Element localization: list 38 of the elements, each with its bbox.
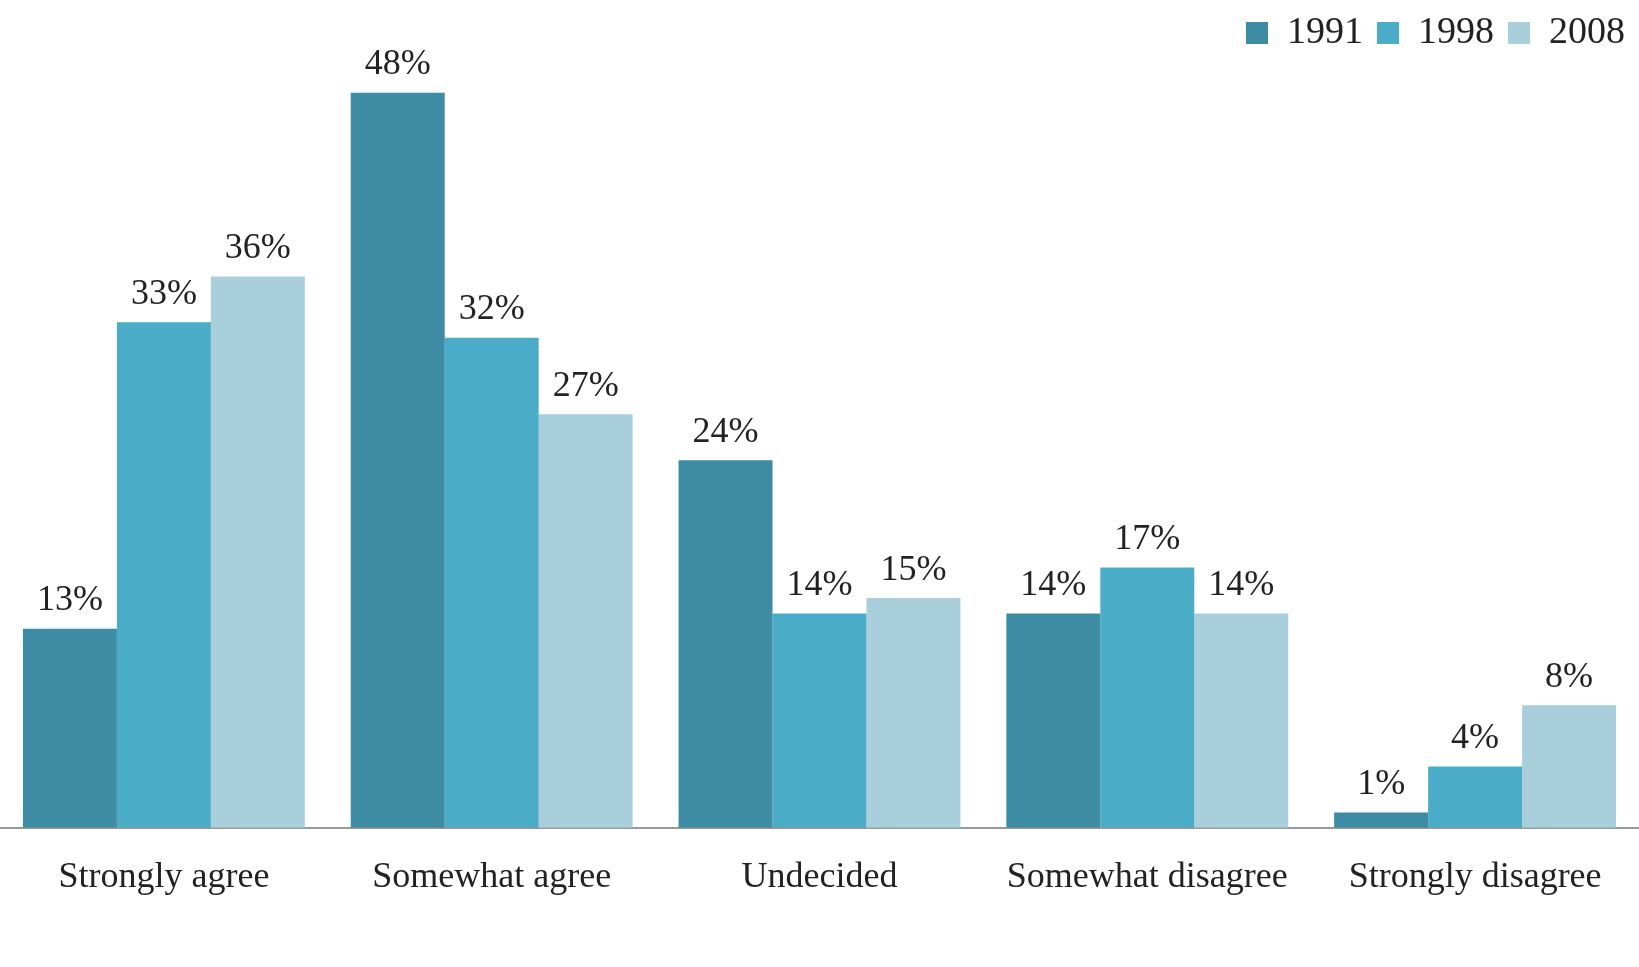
data-label: 14% xyxy=(1208,562,1275,603)
bar xyxy=(1100,567,1195,828)
bar xyxy=(444,337,539,828)
data-label: 32% xyxy=(458,287,525,328)
bar xyxy=(22,628,117,828)
data-label: 48% xyxy=(364,42,431,83)
bar xyxy=(1006,613,1101,828)
bar xyxy=(210,276,305,828)
data-label: 36% xyxy=(224,225,291,266)
bar xyxy=(350,92,445,828)
bar xyxy=(772,613,867,828)
data-label: 17% xyxy=(1114,516,1181,557)
data-label: 24% xyxy=(692,409,759,450)
legend-label: 2008 xyxy=(1549,8,1625,51)
legend-label: 1991 xyxy=(1287,8,1363,51)
bar xyxy=(1428,766,1523,828)
x-tick-label: Strongly disagree xyxy=(1348,854,1602,895)
data-label: 4% xyxy=(1451,715,1500,756)
bar xyxy=(1334,812,1429,828)
data-label: 33% xyxy=(130,271,197,312)
bar xyxy=(1194,613,1289,828)
legend-label: 1998 xyxy=(1418,8,1494,51)
bar xyxy=(116,322,211,828)
data-label: 14% xyxy=(1020,562,1087,603)
x-tick-label: Undecided xyxy=(741,854,898,895)
bar xyxy=(1522,705,1617,828)
x-tick-label: Somewhat agree xyxy=(372,854,612,895)
bar xyxy=(538,414,633,828)
data-label: 8% xyxy=(1545,654,1594,695)
bar xyxy=(678,460,773,828)
x-tick-label: Strongly agree xyxy=(58,854,270,895)
x-tick-label: Somewhat disagree xyxy=(1006,854,1288,895)
data-label: 13% xyxy=(36,578,103,619)
data-label: 15% xyxy=(880,547,947,588)
data-label: 14% xyxy=(786,562,853,603)
data-label: 27% xyxy=(552,363,619,404)
bar xyxy=(866,598,961,828)
data-label: 1% xyxy=(1357,761,1406,802)
